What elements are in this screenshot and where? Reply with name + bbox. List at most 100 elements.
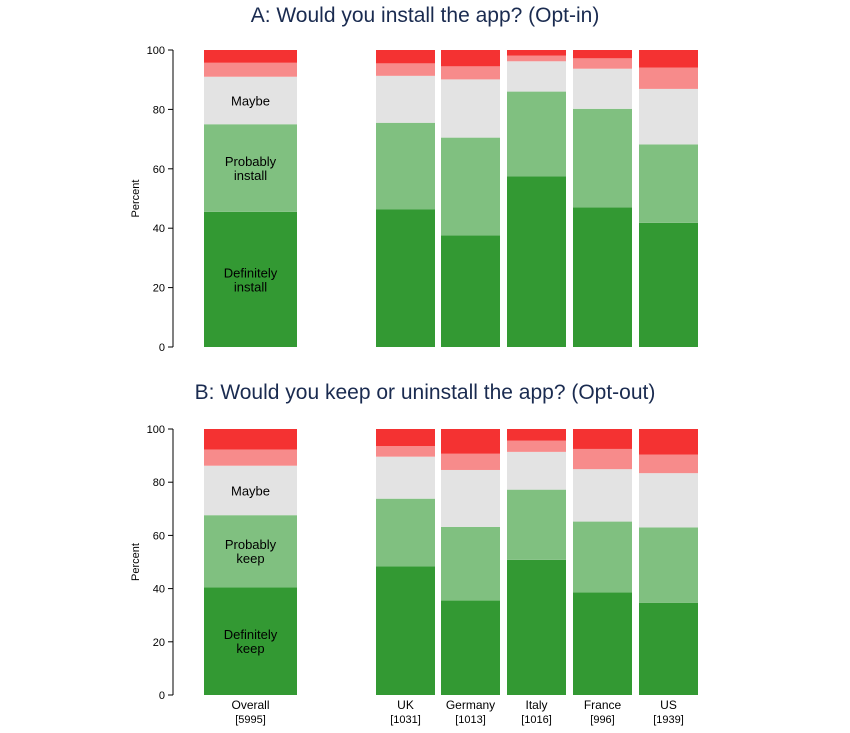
segment-label: Definitely install	[224, 265, 278, 294]
y-tick-label: 20	[153, 637, 165, 649]
bar-segment-uk-4	[376, 63, 435, 76]
bar-segment-italy-3	[507, 61, 566, 92]
category-label: UK	[397, 698, 414, 712]
y-tick-label: 0	[159, 690, 165, 702]
bar-segment-overall-5	[204, 429, 297, 450]
bar-segment-france-1	[573, 592, 632, 695]
y-tick-label: 60	[153, 530, 165, 542]
segment-label: Probably install	[225, 154, 277, 183]
bar-segment-germany-5	[441, 429, 500, 454]
bar-segment-us-4	[639, 454, 698, 474]
bar-segment-germany-2	[441, 526, 500, 601]
segment-label: Maybe	[231, 93, 270, 108]
bar-segment-overall-2	[204, 124, 297, 212]
bar-segment-germany-5	[441, 50, 500, 67]
bar-segment-germany-4	[441, 66, 500, 80]
bar-segment-france-3	[573, 68, 632, 109]
bar-segment-italy-1	[507, 176, 566, 347]
chart-title: B: Would you keep or uninstall the app? …	[195, 381, 656, 404]
segment-label-line: Definitely	[224, 265, 278, 280]
bar-segment-uk-3	[376, 75, 435, 123]
segment-label-line: install	[234, 168, 267, 183]
bar-segment-italy-1	[507, 559, 566, 695]
y-tick-label: 40	[153, 584, 165, 596]
y-tick-label: 20	[153, 283, 165, 295]
bar-segment-us-5	[639, 50, 698, 68]
bar-segment-germany-1	[441, 235, 500, 347]
category-label: Italy	[525, 698, 547, 712]
bar-segment-italy-4	[507, 55, 566, 62]
bar-segment-germany-3	[441, 469, 500, 527]
bar-segment-uk-2	[376, 122, 435, 210]
bar-segment-italy-2	[507, 489, 566, 560]
sample-size-label: [1016]	[521, 714, 552, 726]
y-tick-label: 100	[147, 424, 165, 436]
bar-segment-uk-1	[376, 209, 435, 347]
segment-label-line: Probably	[225, 154, 277, 169]
bar-segment-uk-5	[376, 429, 435, 447]
chart-panel-b: B: Would you keep or uninstall the app? …	[130, 381, 698, 726]
bar-segment-uk-1	[376, 566, 435, 695]
bar-segment-overall-4	[204, 449, 297, 466]
bar-segment-italy-2	[507, 91, 566, 177]
y-tick-label: 80	[153, 104, 165, 116]
sample-size-label: [996]	[590, 714, 614, 726]
bar-segment-us-2	[639, 144, 698, 223]
bar-segment-france-5	[573, 429, 632, 449]
bar-segment-germany-1	[441, 600, 500, 695]
bar-segment-italy-5	[507, 429, 566, 441]
bar-segment-italy-4	[507, 440, 566, 452]
chart-title: A: Would you install the app? (Opt-in)	[251, 4, 600, 27]
bar-segment-germany-2	[441, 137, 500, 236]
segment-label-line: Maybe	[231, 483, 270, 498]
sample-size-label: [1939]	[653, 714, 684, 726]
y-axis-label: Percent	[130, 543, 142, 581]
segment-label-line: keep	[236, 641, 264, 656]
bar-segment-overall-5	[204, 50, 297, 63]
bar-segment-uk-4	[376, 446, 435, 457]
bar-segment-us-1	[639, 222, 698, 347]
bar-segment-overall-1	[204, 211, 297, 347]
bar-segment-us-5	[639, 429, 698, 455]
y-tick-label: 100	[147, 45, 165, 57]
y-tick-label: 0	[159, 342, 165, 354]
bar-segment-us-3	[639, 88, 698, 145]
bar-segment-overall-2	[204, 515, 297, 588]
segment-label-line: Maybe	[231, 93, 270, 108]
bar-segment-france-4	[573, 58, 632, 69]
segment-label: Maybe	[231, 483, 270, 498]
sample-size-label: [1031]	[390, 714, 421, 726]
segment-label-line: install	[234, 279, 267, 294]
bar-segment-italy-3	[507, 451, 566, 490]
bar-segment-germany-3	[441, 79, 500, 138]
bar-segment-germany-4	[441, 453, 500, 470]
segment-label: Probably keep	[225, 537, 277, 566]
bar-segment-france-5	[573, 50, 632, 59]
segment-label-line: Definitely	[224, 627, 278, 642]
sample-size-label: [5995]	[235, 714, 266, 726]
bar-segment-france-2	[573, 521, 632, 593]
bar-segment-france-2	[573, 108, 632, 208]
segment-label: Definitely keep	[224, 627, 278, 656]
category-label: France	[584, 698, 622, 712]
category-label: US	[660, 698, 677, 712]
bar-segment-uk-2	[376, 498, 435, 567]
chart-panel-a: A: Would you install the app? (Opt-in) 0 2…	[130, 4, 698, 354]
sample-size-label: [1013]	[455, 714, 486, 726]
category-label: Overall	[231, 698, 269, 712]
bar-segment-uk-5	[376, 50, 435, 64]
y-tick-label: 60	[153, 164, 165, 176]
bar-segment-us-4	[639, 67, 698, 89]
bar-segment-france-3	[573, 469, 632, 522]
y-tick-label: 40	[153, 223, 165, 235]
bar-segment-overall-3	[204, 76, 297, 125]
bar-segment-overall-3	[204, 465, 297, 516]
bar-segment-uk-3	[376, 456, 435, 499]
segment-label-line: Probably	[225, 537, 277, 552]
bar-segment-france-4	[573, 448, 632, 470]
bar-segment-overall-1	[204, 587, 297, 695]
bar-segment-italy-5	[507, 50, 566, 56]
bar-segment-us-1	[639, 602, 698, 695]
